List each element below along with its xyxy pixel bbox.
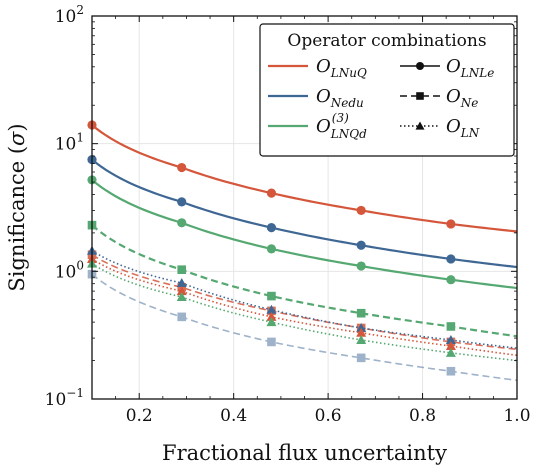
data-point-square xyxy=(267,291,276,301)
y-axis-label-symbol: σ xyxy=(5,131,29,146)
series-line xyxy=(91,258,518,357)
legend-entry-style: OLN xyxy=(400,116,480,140)
data-point-circle xyxy=(177,162,187,173)
y-tick-label: 101 xyxy=(55,131,84,155)
data-point-triangle xyxy=(445,341,456,351)
legend-label: O(3) LNQd xyxy=(316,111,367,141)
y-axis-label-prefix: Significance ( xyxy=(5,146,29,292)
series-line xyxy=(91,262,518,362)
data-point-square xyxy=(356,353,366,363)
data-point-circle xyxy=(266,188,277,198)
data-point-triangle xyxy=(266,317,277,327)
data-point-circle xyxy=(266,223,277,233)
x-tick-label: 1.0 xyxy=(503,406,530,426)
data-point-triangle xyxy=(445,334,456,344)
data-point-triangle xyxy=(176,291,187,301)
legend-label: ONedu xyxy=(316,86,364,110)
legend-title: Operator combinations xyxy=(287,31,486,51)
data-point-triangle xyxy=(176,286,187,296)
series-line xyxy=(91,250,518,349)
data-point-square xyxy=(446,322,456,331)
data-point-circle xyxy=(356,205,366,216)
legend-marker-square xyxy=(416,92,424,100)
data-point-square xyxy=(356,308,366,318)
data-point-circle xyxy=(446,275,456,285)
data-point-square xyxy=(446,366,456,376)
data-point-circle xyxy=(177,197,187,207)
legend-label: OLNLe xyxy=(446,56,494,80)
data-point-circle xyxy=(356,240,366,250)
x-tick-label: 0.6 xyxy=(315,406,342,426)
series-2 xyxy=(87,155,518,269)
axis-ticks: 0.2 0.4 0.6 0.8 1.0 10−1 100 101 102 xyxy=(45,3,531,426)
y-axis-label-suffix: ) xyxy=(5,123,29,131)
legend-label: OLN xyxy=(446,116,480,140)
data-point-circle xyxy=(446,254,456,264)
x-tick-label: 0.8 xyxy=(409,406,436,426)
x-tick-label: 0.2 xyxy=(126,406,153,426)
legend-entry-style: ONe xyxy=(400,86,478,110)
series-7 xyxy=(87,245,518,349)
series-line xyxy=(91,273,518,382)
y-tick-label: 102 xyxy=(55,3,84,27)
data-point-square xyxy=(177,312,187,322)
series-layer xyxy=(87,120,518,382)
series-line xyxy=(91,254,518,351)
series-9 xyxy=(87,258,518,362)
data-point-triangle xyxy=(356,327,367,337)
data-point-square xyxy=(267,337,276,347)
series-line xyxy=(91,224,518,338)
y-tick-label: 100 xyxy=(55,258,84,282)
series-line xyxy=(91,179,518,290)
data-point-circle xyxy=(446,219,456,229)
y-tick-label: 10−1 xyxy=(45,386,84,410)
y-axis-label: Significance (σ) xyxy=(5,123,29,291)
data-point-square xyxy=(177,265,187,274)
data-point-circle xyxy=(177,218,187,228)
data-point-triangle xyxy=(445,347,456,357)
series-line xyxy=(91,124,518,233)
data-point-circle xyxy=(266,244,277,254)
x-axis-label: Fractional flux uncertainty xyxy=(162,441,447,465)
data-point-triangle xyxy=(266,304,277,314)
legend-entry-color: O(3) LNQd xyxy=(268,111,367,141)
data-point-triangle xyxy=(356,322,367,332)
legend-marker-circle xyxy=(416,62,424,70)
x-tick-label: 0.4 xyxy=(220,406,247,426)
data-point-triangle xyxy=(356,334,367,344)
legend-label: ONe xyxy=(446,86,478,110)
legend-label: OLNuQ xyxy=(316,56,367,80)
series-line xyxy=(91,158,518,269)
legend-box xyxy=(259,23,515,157)
data-point-triangle xyxy=(176,278,187,288)
legend-entry-style: OLNLe xyxy=(400,56,494,80)
data-point-circle xyxy=(356,261,366,271)
legend-marker-triangle xyxy=(415,121,425,130)
legend-entry-color: OLNuQ xyxy=(268,56,367,80)
data-point-triangle xyxy=(266,311,277,321)
legend-entry-color: ONedu xyxy=(268,86,364,110)
